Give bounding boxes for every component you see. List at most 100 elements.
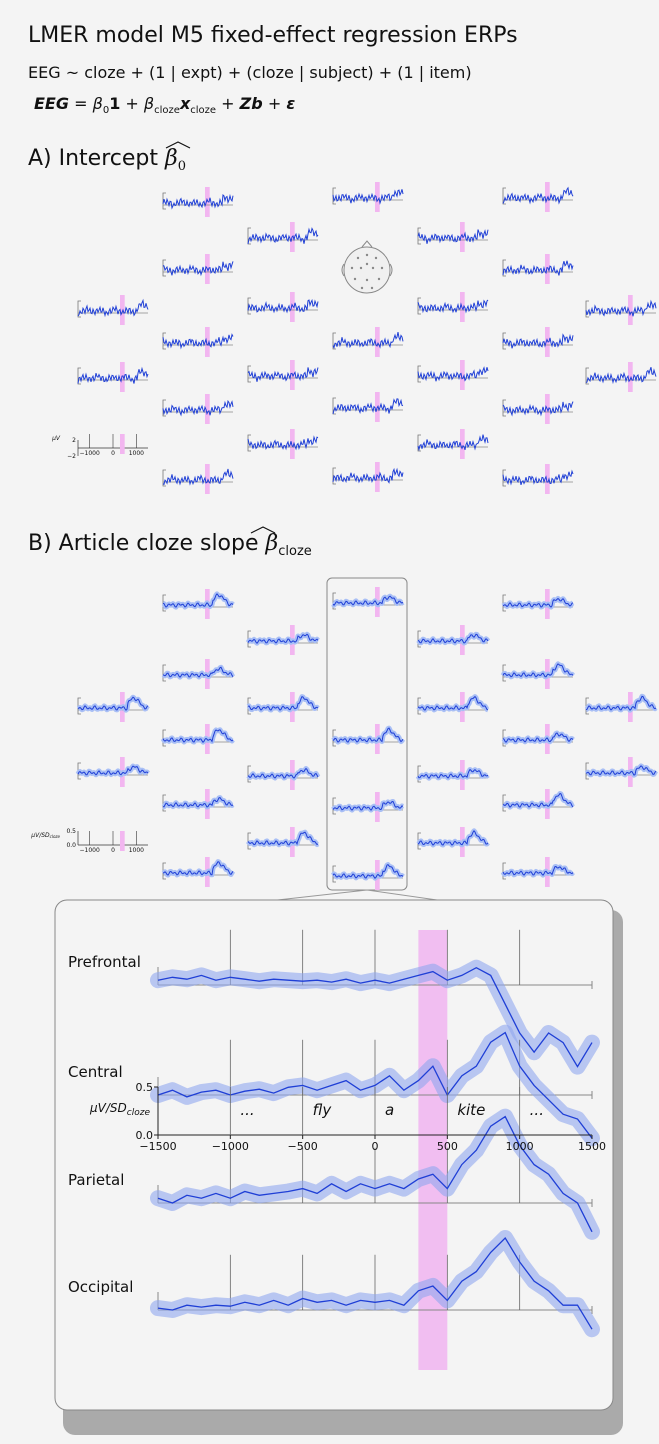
x-tick-label: −1500 xyxy=(139,1140,176,1153)
series-label: Occipital xyxy=(68,1278,133,1296)
electrode xyxy=(366,254,368,256)
series-label: Prefrontal xyxy=(68,953,141,971)
x-tick-label: −1000 xyxy=(212,1140,249,1153)
mini-trace xyxy=(78,301,148,317)
mini-trace xyxy=(78,369,148,384)
x-tick-label: −500 xyxy=(288,1140,318,1153)
mini-window xyxy=(628,362,633,392)
panel-a-title: A) Intercept β0 xyxy=(28,146,186,174)
eq-part: Zb xyxy=(239,94,263,113)
scale-y-title-text: µV/SD xyxy=(30,832,50,839)
mini-band xyxy=(163,594,233,607)
panel-subscript: cloze xyxy=(278,544,312,559)
scale-y-label: 0.0 xyxy=(66,842,76,849)
mini-band xyxy=(333,865,403,879)
mini-trace xyxy=(163,195,233,208)
mini-trace xyxy=(503,471,573,485)
scale-y-label: −2 xyxy=(67,453,76,460)
mini-trace xyxy=(418,230,488,244)
scale-x-label: −1000 xyxy=(80,450,100,457)
panel-b-title: B) Article cloze slope βcloze xyxy=(28,531,312,559)
head-icon xyxy=(342,241,392,293)
scale-x-label: 1000 xyxy=(129,450,144,457)
electrode xyxy=(354,278,356,280)
mini-trace xyxy=(503,335,573,349)
y-tick-label: 0.5 xyxy=(136,1081,154,1094)
scale-y-title: µV/SDcloze xyxy=(30,832,60,839)
mini-bracket xyxy=(163,400,166,416)
mini-trace xyxy=(333,470,403,483)
eq-part: = xyxy=(74,94,87,113)
stimulus-word: ... xyxy=(530,1101,544,1119)
eq-part: x xyxy=(179,94,191,113)
scale-x-label: 1000 xyxy=(129,847,144,854)
mini-window xyxy=(545,182,550,212)
panel-subscript: 0 xyxy=(178,159,186,174)
x-tick-label: 500 xyxy=(437,1140,458,1153)
eq-part: cloze xyxy=(190,105,216,116)
scale-y-title-text: µV xyxy=(51,435,61,442)
eq-part: + xyxy=(268,94,281,113)
stimulus-word: fly xyxy=(313,1101,333,1119)
scale-y-title: µV xyxy=(51,435,61,442)
scale-y-title-sub: cloze xyxy=(50,834,61,839)
stimulus-word: a xyxy=(385,1101,394,1119)
panel-title-text: B) Article cloze slope xyxy=(28,531,259,556)
eq-part: cloze xyxy=(154,105,180,116)
mini-trace xyxy=(503,188,573,204)
scale-x-label: 0 xyxy=(111,847,115,854)
mini-trace xyxy=(586,302,656,317)
electrode xyxy=(371,287,373,289)
x-tick-label: 1500 xyxy=(578,1140,606,1153)
electrode xyxy=(378,278,380,280)
scale-window xyxy=(120,831,125,851)
model-formula: EEG ~ cloze + (1 | expt) + (cloze | subj… xyxy=(28,63,472,82)
eq-part: β xyxy=(92,94,103,113)
eq-part: + xyxy=(221,94,234,113)
panel-title-text: A) Intercept xyxy=(28,146,158,171)
mini-trace xyxy=(333,189,403,203)
electrode xyxy=(372,267,374,269)
eq-part: 1 xyxy=(109,94,120,113)
figure-title: LMER model M5 fixed-effect regression ER… xyxy=(28,23,518,48)
electrode xyxy=(366,279,368,281)
eq-part: β xyxy=(143,94,154,113)
electrode xyxy=(360,267,362,269)
scale-y-label: 2 xyxy=(72,437,76,444)
scale-y-label: 0.5 xyxy=(66,828,76,835)
y-axis-title-text: µV/SD xyxy=(89,1101,127,1115)
series-label: Parietal xyxy=(68,1171,124,1189)
x-tick-label: 1000 xyxy=(506,1140,534,1153)
mini-band xyxy=(163,798,233,807)
mini-window xyxy=(120,295,125,325)
mini-trace xyxy=(248,229,318,244)
y-axis-title-sub: cloze xyxy=(127,1108,151,1118)
panel-symbol: β xyxy=(164,146,178,171)
electrode xyxy=(357,257,359,259)
mini-band xyxy=(418,697,488,711)
figure: LMER model M5 fixed-effect regression ER… xyxy=(0,0,659,1444)
scale-window xyxy=(120,434,125,454)
mini-trace xyxy=(418,367,488,381)
mini-trace xyxy=(503,261,573,276)
eq-part: + xyxy=(125,94,138,113)
mini-trace xyxy=(163,401,233,415)
electrode xyxy=(381,267,383,269)
electrode xyxy=(375,257,377,259)
mini-trace xyxy=(248,367,318,381)
panel-symbol: β xyxy=(265,531,279,556)
mini-trace xyxy=(333,399,403,414)
series-label: Central xyxy=(68,1063,123,1081)
mini-trace xyxy=(163,261,233,275)
stimulus-word: kite xyxy=(457,1101,485,1119)
x-tick-label: 0 xyxy=(372,1140,379,1153)
electrode xyxy=(351,267,353,269)
stimulus-word: ... xyxy=(240,1101,254,1119)
mini-trace xyxy=(418,435,488,450)
scale-x-label: 0 xyxy=(111,450,115,457)
eq-part: ε xyxy=(286,94,295,113)
electrode xyxy=(366,263,368,265)
mini-band xyxy=(248,697,318,711)
mini-trace xyxy=(503,402,573,415)
mini-trace xyxy=(418,300,488,312)
